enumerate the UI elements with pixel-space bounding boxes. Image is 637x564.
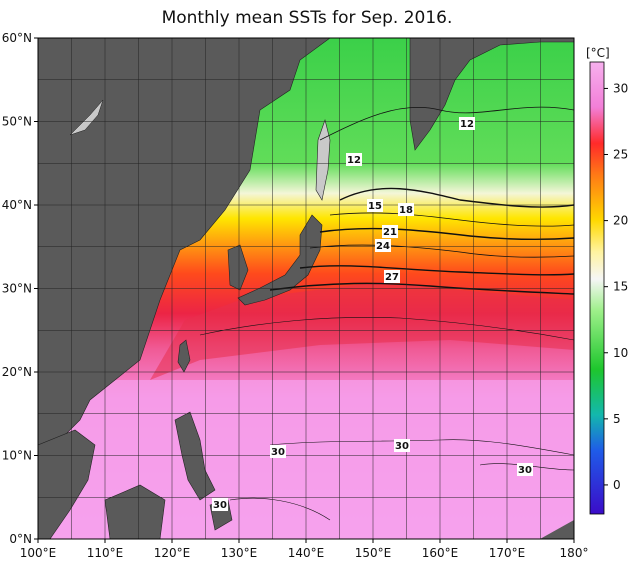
colorbar-tick: 20	[613, 214, 628, 228]
lon-axis: 100°E 110°E 120°E 130°E 140°E 150°E 160°E 170°E…	[20, 539, 589, 560]
svg-text:30: 30	[395, 441, 409, 452]
contour-label: 18	[398, 203, 414, 216]
lat-label: 10°N	[2, 449, 32, 463]
svg-text:15: 15	[368, 201, 382, 212]
colorbar-tick: 5	[613, 412, 621, 426]
contour-label: 15	[367, 199, 383, 212]
lon-label: 120°E	[154, 546, 191, 560]
land-island	[69, 99, 104, 136]
svg-text:27: 27	[385, 272, 399, 283]
grid-lines	[38, 38, 574, 539]
svg-text:18: 18	[399, 205, 413, 216]
land-indochina	[38, 429, 96, 539]
colorbar-tick: 25	[613, 148, 628, 162]
colorbar-tick: 0	[613, 478, 621, 492]
land-philippines	[174, 411, 216, 501]
land-borneo	[104, 484, 166, 539]
lat-label: 0°N	[9, 532, 32, 546]
lat-label: 40°N	[2, 198, 32, 212]
land-korea	[227, 244, 249, 291]
land-asia	[38, 38, 331, 446]
lon-label: 170°E	[489, 546, 526, 560]
contour-label: 27	[384, 270, 400, 283]
contour-label: 30	[517, 463, 533, 476]
lon-label: 130°E	[221, 546, 258, 560]
colorbar-tick: 10	[613, 346, 628, 360]
contour-label: 30	[394, 439, 410, 452]
lon-label: 160°E	[422, 546, 459, 560]
contour-label: 30	[270, 445, 286, 458]
lon-label: 140°E	[288, 546, 325, 560]
svg-text:21: 21	[383, 227, 397, 238]
lat-label: 20°N	[2, 365, 32, 379]
lon-label: 100°E	[20, 546, 57, 560]
svg-text:30: 30	[518, 465, 532, 476]
svg-text:24: 24	[376, 241, 390, 252]
contour-label: 30	[212, 498, 228, 511]
colorbar	[589, 61, 605, 515]
land-taiwan	[177, 339, 191, 373]
contour-label: 21	[382, 225, 398, 238]
lon-label: 180°	[560, 546, 589, 560]
svg-text:30: 30	[271, 447, 285, 458]
colorbar-unit: [°C]	[586, 46, 610, 60]
colorbar-tick: 15	[613, 280, 628, 294]
contour-label: 12	[346, 153, 362, 166]
colorbar-tick: 30	[613, 81, 628, 95]
land-japan	[237, 214, 323, 306]
lat-label: 60°N	[2, 31, 32, 45]
colorbar-ticks: 30 25 20 15 10 5 0	[604, 81, 628, 492]
land-sakhalin	[315, 118, 331, 201]
lon-label: 110°E	[87, 546, 124, 560]
lat-label: 50°N	[2, 115, 32, 129]
contour-label: 12	[459, 117, 475, 130]
svg-text:30: 30	[213, 500, 227, 511]
lon-label: 150°E	[355, 546, 392, 560]
svg-text:12: 12	[460, 119, 474, 130]
lat-label: 30°N	[2, 282, 32, 296]
map-title: Monthly mean SSTs for Sep. 2016.	[161, 8, 453, 28]
contour-label: 24	[375, 239, 391, 252]
svg-text:12: 12	[347, 155, 361, 166]
lat-axis: 0°N 10°N 20°N 30°N 40°N 50°N 60°N	[2, 31, 38, 546]
